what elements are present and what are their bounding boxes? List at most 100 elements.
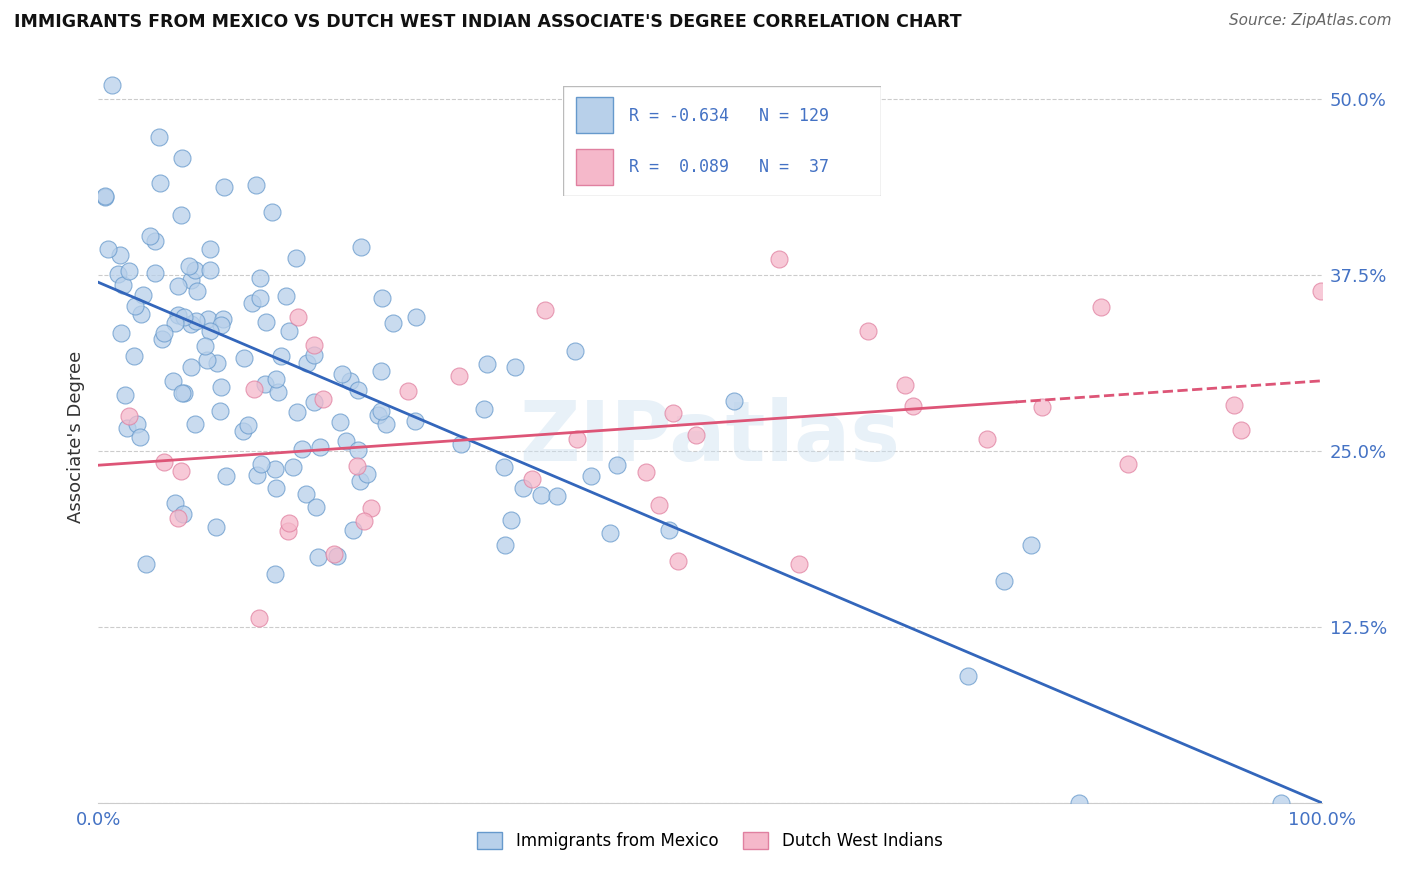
Point (211, 312, 233, 326)
Point (163, 496, 186, 510)
Point (287, 310, 309, 325)
Point (266, 372, 288, 386)
Point (404, 414, 426, 428)
Point (246, 468, 269, 483)
Point (685, 428, 707, 442)
Point (249, 271, 271, 285)
Point (163, 316, 186, 330)
Point (285, 251, 308, 265)
Point (150, 332, 173, 346)
Point (533, 303, 555, 318)
Point (107, 267, 129, 281)
Point (291, 442, 314, 456)
Text: ZIPatlas: ZIPatlas (520, 397, 900, 477)
Point (172, 507, 194, 521)
Point (108, 247, 131, 261)
Point (976, 432, 998, 446)
Point (124, 349, 146, 363)
Point (124, 299, 146, 313)
Point (648, 498, 671, 512)
Point (209, 318, 232, 332)
Point (93, 188, 115, 202)
Point (266, 384, 288, 399)
Point (232, 351, 254, 365)
Point (170, 208, 193, 222)
Point (278, 516, 301, 530)
Point (243, 382, 266, 396)
Point (564, 344, 586, 359)
Point (285, 405, 308, 419)
Point (503, 360, 526, 375)
Point (145, 234, 167, 248)
Point (249, 457, 271, 471)
Point (787, 558, 810, 572)
Point (184, 314, 207, 328)
Point (1021, 538, 1043, 552)
Point (326, 549, 349, 563)
Point (205, 520, 228, 534)
Point (232, 424, 254, 438)
Point (179, 260, 201, 274)
Legend: Immigrants from Mexico, Dutch West Indians: Immigrants from Mexico, Dutch West India… (471, 825, 949, 856)
Point (207, 356, 229, 370)
Point (125, 417, 148, 431)
Point (349, 474, 371, 488)
Point (180, 318, 202, 332)
Point (450, 437, 472, 451)
Point (304, 348, 326, 362)
Point (93, 190, 115, 204)
Point (658, 524, 681, 538)
Point (1090, 300, 1112, 314)
Point (118, 409, 141, 423)
Point (599, 526, 621, 541)
Point (200, 263, 222, 277)
Point (581, 469, 603, 483)
Point (195, 353, 218, 368)
Text: Source: ZipAtlas.com: Source: ZipAtlas.com (1229, 13, 1392, 29)
Point (546, 489, 568, 503)
Point (245, 178, 267, 192)
Point (302, 395, 325, 409)
Point (353, 514, 375, 528)
Point (382, 316, 405, 330)
Point (1067, 796, 1090, 810)
Point (342, 523, 364, 537)
Point (339, 374, 361, 388)
Point (346, 384, 368, 398)
Point (499, 513, 522, 527)
Point (277, 524, 299, 539)
Point (208, 404, 231, 418)
Point (153, 455, 176, 469)
Point (993, 574, 1015, 588)
Point (606, 458, 628, 472)
Point (264, 461, 287, 475)
Point (530, 487, 553, 501)
Point (200, 324, 222, 338)
Point (173, 310, 195, 325)
Point (254, 315, 277, 329)
Point (97, 242, 120, 256)
Point (494, 538, 516, 552)
Point (167, 309, 190, 323)
Point (662, 406, 685, 420)
Point (396, 384, 419, 399)
Y-axis label: Associate's Degree: Associate's Degree (66, 351, 84, 524)
Point (240, 296, 263, 310)
Point (335, 434, 357, 449)
Point (194, 339, 217, 353)
Point (281, 460, 304, 475)
Point (567, 432, 589, 446)
Point (184, 263, 207, 277)
Point (374, 417, 396, 432)
Point (295, 487, 318, 501)
Point (512, 482, 534, 496)
Point (723, 393, 745, 408)
Point (101, 78, 124, 93)
Point (186, 284, 208, 298)
Point (167, 279, 190, 293)
Point (370, 364, 392, 378)
Point (170, 464, 193, 478)
Point (277, 324, 299, 338)
Point (264, 566, 287, 581)
Point (115, 420, 138, 434)
